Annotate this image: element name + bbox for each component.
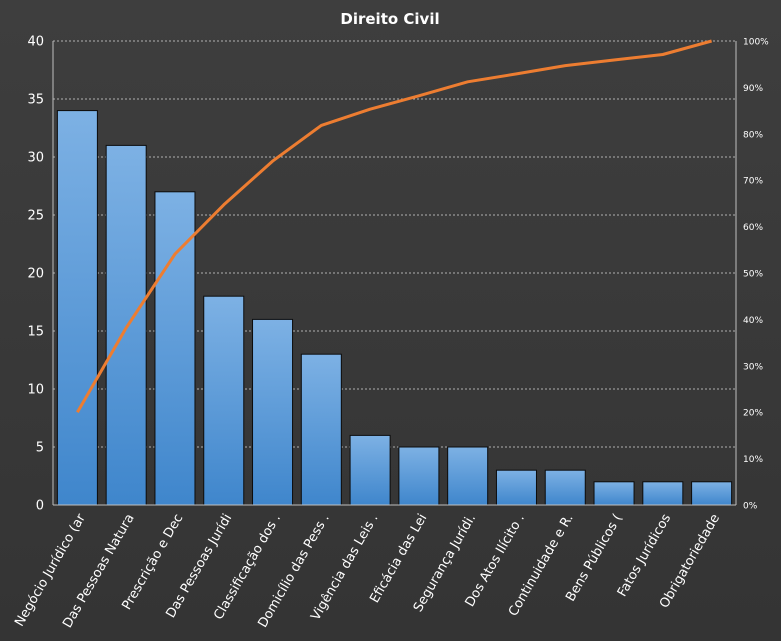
bar [544, 469, 586, 506]
bar [349, 434, 391, 506]
y-tick-label: 25 [27, 209, 44, 224]
y2-tick-label: 10% [743, 455, 763, 465]
y2-tick-label: 20% [743, 409, 763, 419]
chart-title: Direito Civil [340, 10, 439, 28]
bar [154, 191, 196, 506]
y-tick-label: 30 [27, 151, 44, 166]
y2-tick-label: 60% [743, 223, 763, 233]
bar [495, 469, 537, 506]
bar [593, 481, 635, 506]
y-tick-label: 5 [36, 441, 44, 456]
bar [642, 481, 684, 506]
bar [300, 353, 342, 506]
bar [203, 295, 245, 506]
bar-series [56, 110, 733, 506]
y2-tick-label: 90% [743, 84, 763, 94]
y2-tick-label: 50% [743, 270, 763, 280]
y2-tick-label: 30% [743, 362, 763, 372]
y-axis-right: 0% 10% 20% 30% 40% 50% 60% 70% 80% 90% 100% [735, 38, 769, 512]
y-axis-left: 0 5 10 15 20 25 30 35 40 [27, 35, 54, 514]
y-tick-label: 15 [27, 325, 44, 340]
y2-tick-label: 100% [743, 38, 769, 48]
y2-tick-label: 80% [743, 130, 763, 140]
y-tick-label: 20 [27, 267, 44, 282]
bar [252, 318, 294, 506]
y-tick-label: 10 [27, 383, 44, 398]
y2-tick-label: 0% [743, 502, 758, 512]
y-tick-label: 0 [36, 499, 44, 514]
y-tick-label: 35 [27, 93, 44, 108]
y2-tick-label: 40% [743, 316, 763, 326]
bar [398, 446, 440, 506]
y2-tick-label: 70% [743, 177, 763, 187]
bar [56, 110, 98, 506]
x-tick-label: Fatos Jurídicos [615, 511, 675, 599]
bar [691, 481, 733, 506]
y-tick-label: 40 [27, 35, 44, 50]
cumulative-line-series [76, 39, 712, 413]
bar [447, 446, 489, 506]
cumulative-line [76, 39, 712, 413]
